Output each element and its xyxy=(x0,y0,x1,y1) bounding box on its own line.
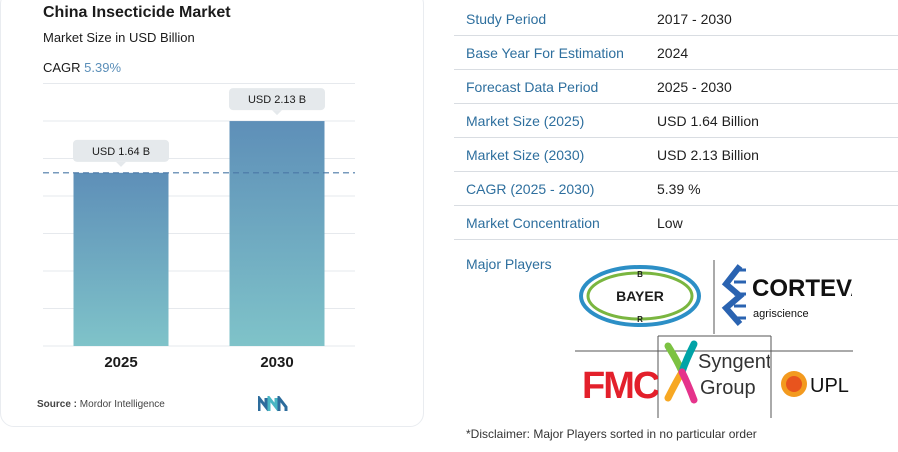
data-label-pointer xyxy=(272,110,282,116)
cagr-text: CAGR 5.39% xyxy=(43,60,121,75)
info-value: 2017 - 2030 xyxy=(657,10,732,27)
mordor-logo-icon xyxy=(258,396,288,412)
syngenta-logo-icon: Syngenta Group xyxy=(664,340,770,404)
info-key: Market Size (2025) xyxy=(466,112,585,129)
data-label-2025: USD 1.64 B xyxy=(92,146,150,158)
info-value: USD 2.13 Billion xyxy=(657,146,759,163)
fmc-logo-text: FMC xyxy=(582,365,658,406)
corteva-logo-icon: CORTEVA agriscience xyxy=(721,264,852,326)
fmc-logo-icon: FMC xyxy=(582,365,658,406)
syngenta-logo-text: Syngenta xyxy=(698,351,770,373)
upl-logo-text: UPL xyxy=(810,375,849,397)
chart-card xyxy=(0,0,424,427)
cagr-label: CAGR xyxy=(43,60,85,75)
bayer-logo-text: BAYER xyxy=(616,288,664,304)
info-key: Study Period xyxy=(466,10,547,27)
x-tick-label: 2030 xyxy=(260,354,293,371)
source-note: Source : Mordor Intelligence xyxy=(37,399,165,410)
info-key: Market Size (2030) xyxy=(466,146,585,163)
chart-subtitle: Market Size in USD Billion xyxy=(43,30,195,45)
source-text: Mordor Intelligence xyxy=(79,399,165,410)
upl-logo-icon: UPL xyxy=(781,371,849,397)
logo-grid-lines xyxy=(575,260,853,418)
info-key: CAGR (2025 - 2030) xyxy=(466,180,595,197)
info-value: 2024 xyxy=(657,44,689,61)
info-row-study-period: Study Period 2017 - 2030 xyxy=(454,2,898,36)
info-row-forecast-period: Forecast Data Period 2025 - 2030 xyxy=(454,70,898,104)
syngenta-logo-sub: Group xyxy=(700,377,756,399)
info-row-cagr: CAGR (2025 - 2030) 5.39 % xyxy=(454,172,898,206)
info-value: USD 1.64 Billion xyxy=(657,112,759,129)
data-label-pointer xyxy=(116,161,126,167)
source-label: Source : xyxy=(37,399,78,410)
info-key: Forecast Data Period xyxy=(466,78,599,95)
corteva-logo-sub: agriscience xyxy=(753,308,809,320)
info-key: Base Year For Estimation xyxy=(466,44,624,61)
info-row-market-size-2030: Market Size (2030) USD 2.13 Billion xyxy=(454,138,898,172)
bayer-logo-icon: BAYER B R xyxy=(579,265,701,327)
cagr-value: 5.39% xyxy=(84,60,122,75)
info-value: Low xyxy=(657,214,683,231)
bar-chart: USD 1.64 B 2025 USD 2.13 B 2030 xyxy=(43,83,355,371)
major-players-label: Major Players xyxy=(466,256,552,272)
disclaimer-text: *Disclaimer: Major Players sorted in no … xyxy=(466,427,757,441)
info-row-base-year: Base Year For Estimation 2024 xyxy=(454,36,898,70)
info-key: Market Concentration xyxy=(466,214,600,231)
x-tick-label: 2025 xyxy=(104,354,137,371)
info-value: 2025 - 2030 xyxy=(657,78,732,95)
info-row-concentration: Market Concentration Low xyxy=(454,206,898,240)
info-value: 5.39 % xyxy=(657,180,701,197)
data-label-2030: USD 2.13 B xyxy=(248,94,306,106)
data-label-bubble xyxy=(229,88,325,111)
bar-2025 xyxy=(73,172,169,346)
info-row-market-size-2025: Market Size (2025) USD 1.64 Billion xyxy=(454,104,898,138)
svg-text:R: R xyxy=(637,315,643,324)
bar-2030 xyxy=(229,121,325,347)
corteva-logo-text: CORTEVA xyxy=(752,275,852,302)
svg-text:B: B xyxy=(637,270,643,279)
chart-title: China Insecticide Market xyxy=(43,4,231,21)
data-label-bubble xyxy=(73,139,169,162)
